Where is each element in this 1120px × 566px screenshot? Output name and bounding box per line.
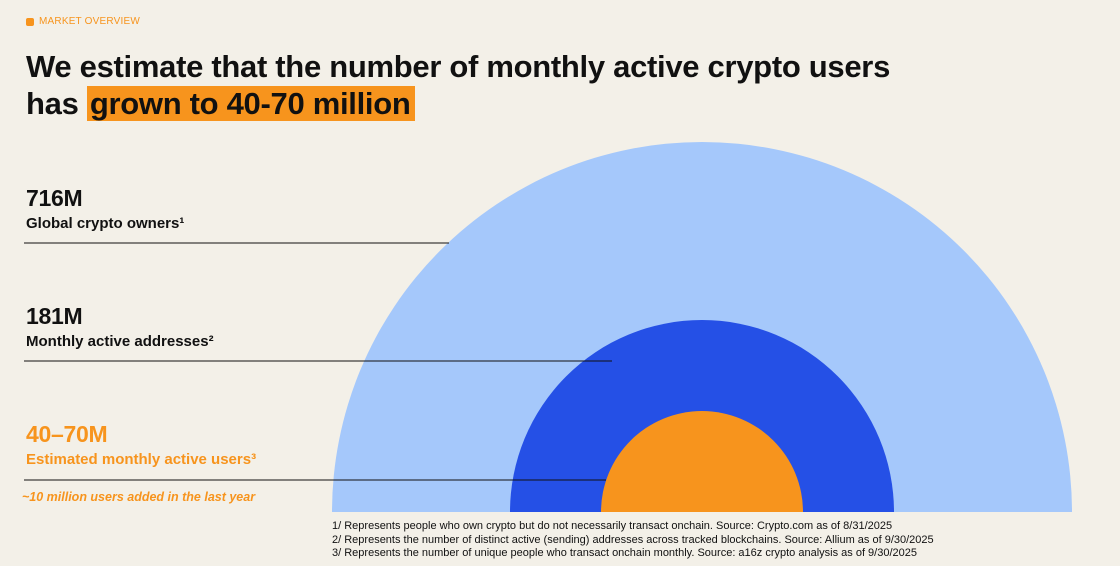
footnote-3: 3/ Represents the number of unique peopl…: [332, 547, 917, 559]
stat-monthly-active-addresses: 181M Monthly active addresses²: [26, 303, 214, 351]
stat-value: 40–70M: [26, 421, 108, 447]
footnotes: 1/ Represents people who own crypto but …: [332, 520, 934, 561]
stat-value: 716M: [26, 185, 83, 211]
footnote-2: 2/ Represents the number of distinct act…: [332, 533, 934, 546]
section-tag: MARKET OVERVIEW: [26, 16, 140, 27]
headline-line-2-prefix: has: [26, 86, 87, 121]
stat-global-crypto-owners: 716M Global crypto owners¹: [26, 185, 184, 233]
arc-monthly-active-users: [601, 411, 803, 512]
stat-value: 181M: [26, 303, 83, 329]
tag-square-icon: [26, 17, 34, 26]
footnote-1: 1/ Represents people who own crypto but …: [332, 520, 893, 532]
headline-line-2: has grown to 40-70 million: [26, 85, 890, 122]
page-title: We estimate that the number of monthly a…: [26, 48, 890, 122]
stat-monthly-active-users: 40–70M Estimated monthly active users³: [26, 421, 256, 469]
stat-label: Monthly active addresses²: [26, 333, 214, 350]
section-tag-label: MARKET OVERVIEW: [39, 16, 140, 27]
headline-highlight: grown to 40-70 million: [86, 86, 415, 121]
stat-label: Global crypto owners¹: [26, 215, 185, 232]
headline-line-1: We estimate that the number of monthly a…: [26, 49, 891, 84]
stat-label: Estimated monthly active users³: [26, 451, 257, 468]
growth-note: ~10 million users added in the last year: [22, 490, 256, 504]
